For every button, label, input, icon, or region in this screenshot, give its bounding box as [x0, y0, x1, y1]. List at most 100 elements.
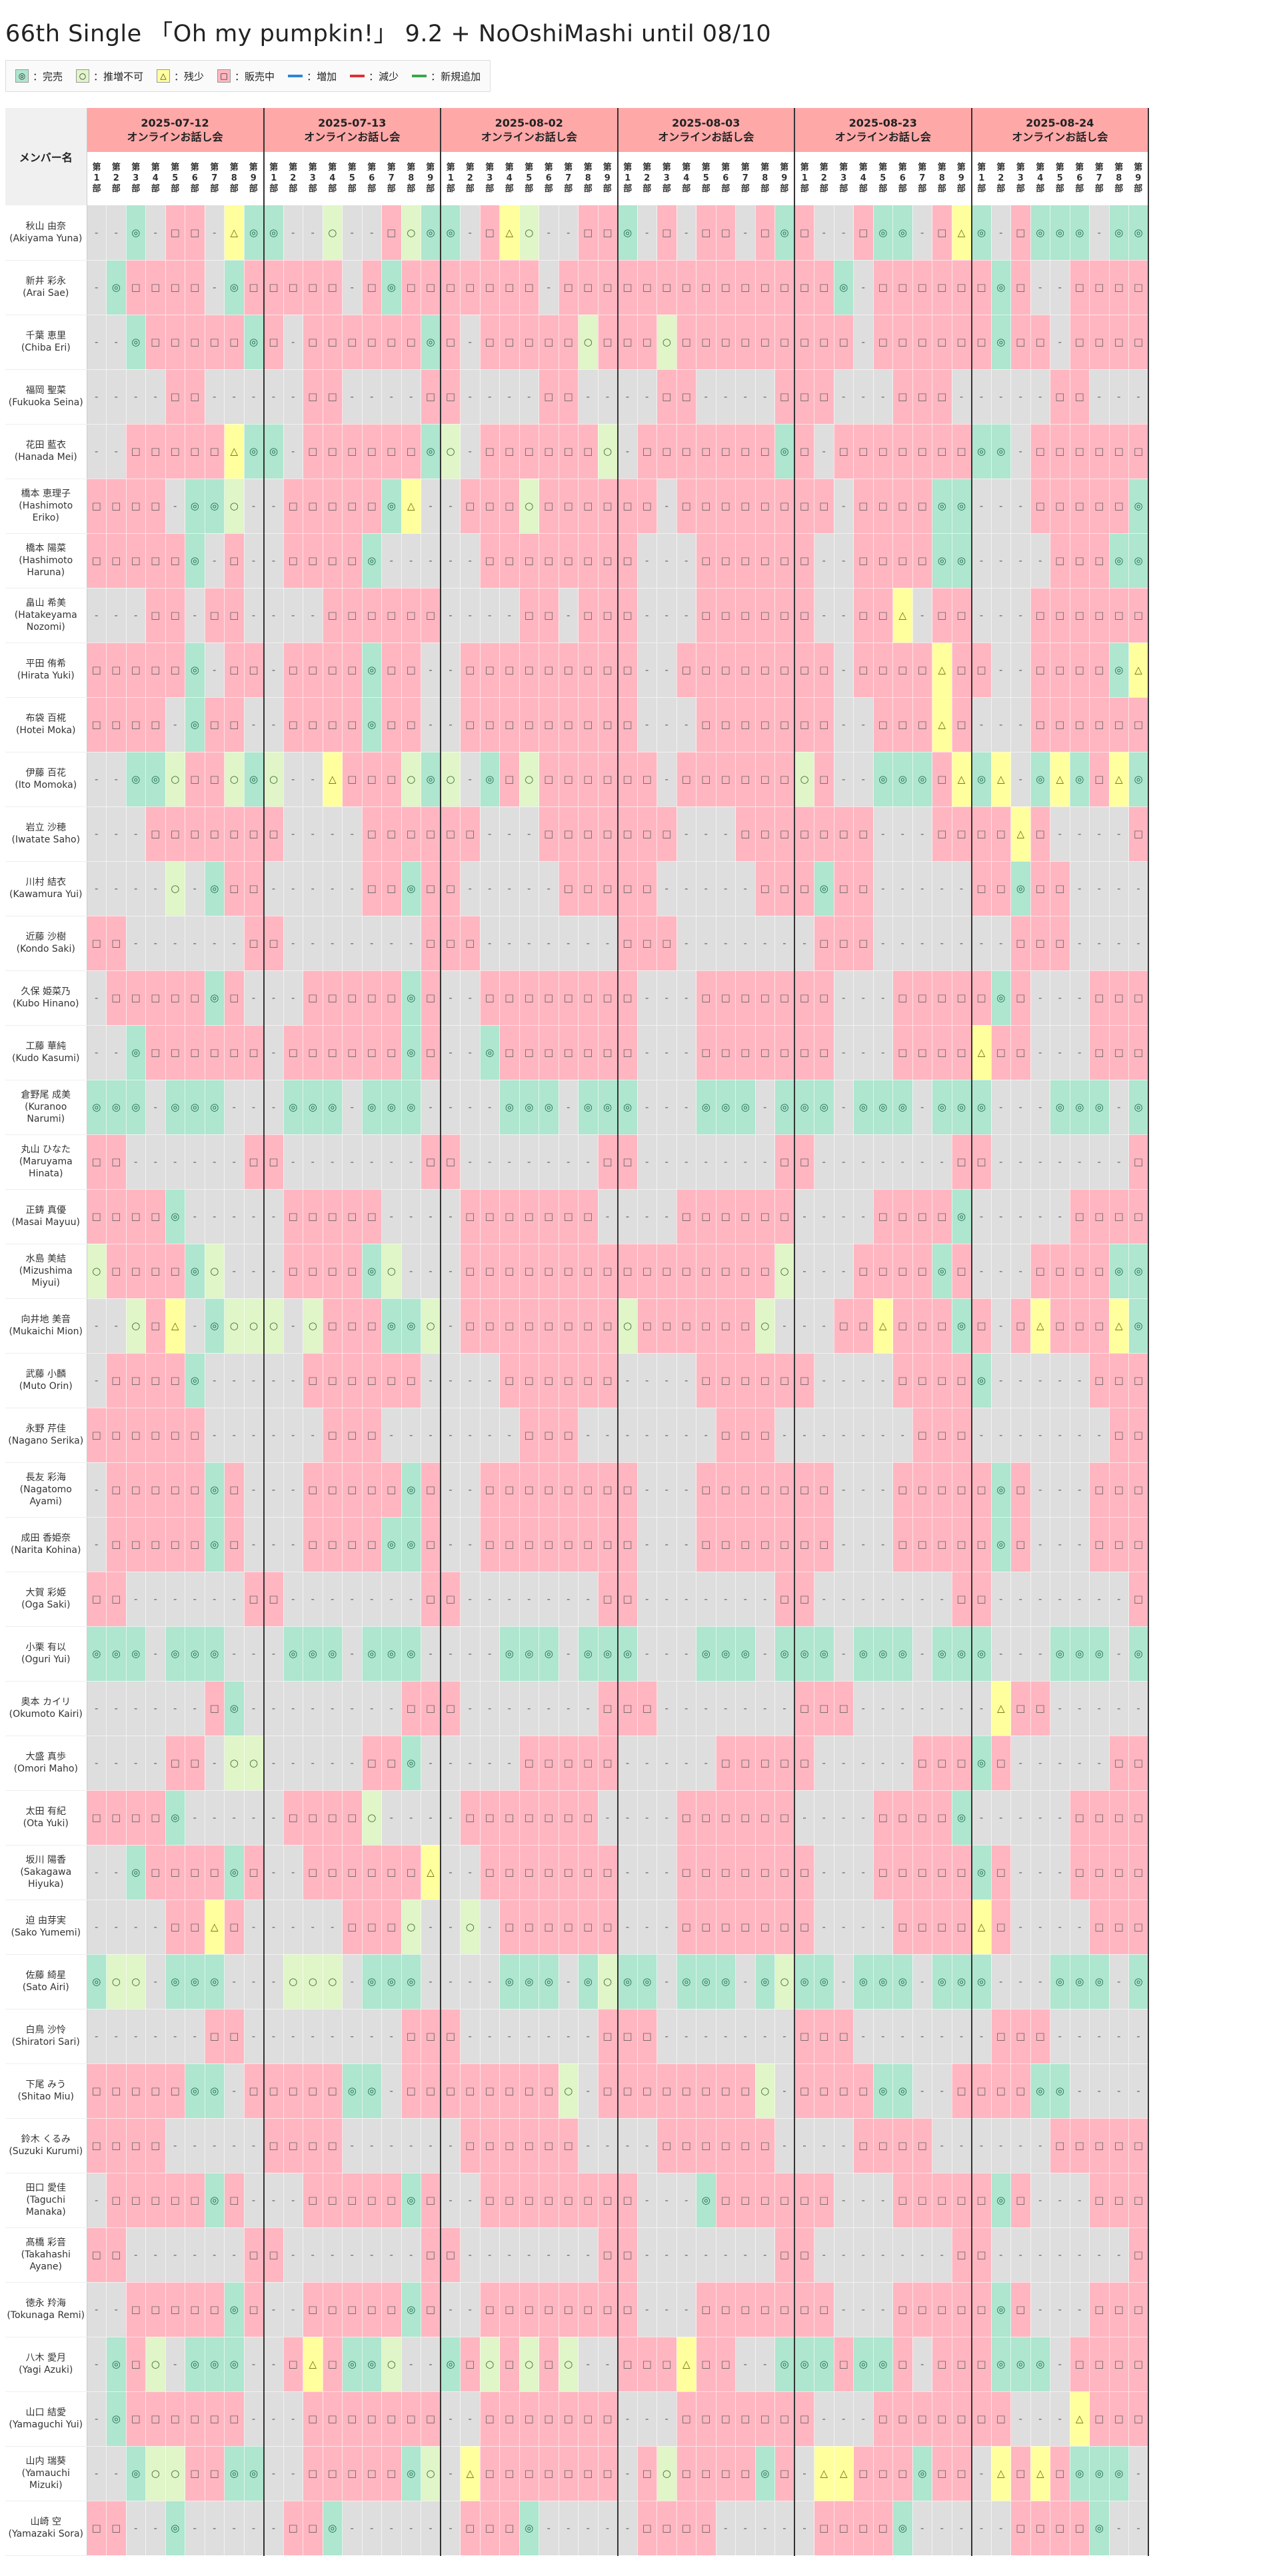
slot-cell: □ — [86, 1572, 107, 1627]
slot-cell: △ — [224, 205, 244, 261]
slot-cell: - — [204, 2501, 225, 2556]
slot-cell: - — [872, 1408, 893, 1463]
slot-cell: □ — [932, 752, 952, 807]
slot-cell: - — [381, 2227, 401, 2283]
slot-cell: □ — [421, 260, 441, 315]
slot-cell: - — [283, 1681, 303, 1736]
slot-cell: □ — [558, 1025, 579, 1080]
slot-cell: □ — [814, 752, 834, 807]
slot-cell: □ — [283, 2337, 303, 2392]
slot-cell: - — [86, 369, 107, 425]
slot-cell: □ — [421, 2009, 441, 2064]
slot-cell: □ — [185, 752, 205, 807]
slot-cell: ◎ — [971, 1080, 991, 1135]
slot-cell: - — [342, 2118, 362, 2173]
slot-cell: □ — [754, 1408, 775, 1463]
slot-cell: □ — [322, 1189, 343, 1244]
slot-cell: ◎ — [381, 1954, 401, 2009]
slot-cell: - — [243, 1626, 265, 1682]
slot-cell: ◎ — [715, 1626, 736, 1682]
slot-cell: - — [971, 1790, 991, 1846]
slot-cell: □ — [519, 2063, 539, 2119]
slot-cell: □ — [774, 1900, 795, 1955]
slot-cell: - — [951, 916, 972, 971]
slot-cell: □ — [539, 752, 559, 807]
slot-cell: □ — [637, 806, 657, 862]
slot-cell: - — [1010, 588, 1030, 643]
slot-cell: ◎ — [814, 2337, 834, 2392]
member-name: 永野 芹佳 (Nagano Serika) — [5, 1408, 87, 1463]
slot-cell: □ — [106, 2063, 126, 2119]
slot-cell: - — [676, 588, 696, 643]
slot-cell: □ — [578, 260, 598, 315]
slot-cell: □ — [774, 533, 795, 589]
slot-cell: - — [243, 2118, 265, 2173]
slot-cell: - — [361, 2227, 382, 2283]
slot-cell: - — [401, 369, 421, 425]
slot-cell: - — [381, 1572, 401, 1627]
member-name: 山内 瑞葵 (Yamauchi Mizuki) — [5, 2446, 87, 2501]
slot-cell: - — [676, 1025, 696, 1080]
slot-cell: □ — [499, 2337, 519, 2392]
slot-cell: - — [263, 588, 283, 643]
slot-cell: ◎ — [932, 479, 952, 534]
slot-cell: - — [1069, 1736, 1090, 1791]
slot-cell: ◎ — [401, 1080, 421, 1135]
slot-cell: - — [833, 2282, 854, 2337]
slot-cell: - — [735, 1134, 755, 1190]
slot-cell: □ — [892, 315, 912, 370]
slot-cell: □ — [519, 1353, 539, 1408]
slot-cell: - — [440, 970, 461, 1026]
slot-cell: - — [1069, 2227, 1090, 2283]
slot-cell: - — [303, 1681, 323, 1736]
slot-cell: - — [86, 1353, 107, 1408]
slot-cell: □ — [558, 479, 579, 534]
slot-cell: □ — [479, 1244, 500, 1299]
slot-cell: □ — [519, 1462, 539, 1518]
slot-cell: □ — [106, 2118, 126, 2173]
slot-cell: - — [283, 1736, 303, 1791]
member-name-jp: 近藤 沙樹 — [25, 932, 66, 942]
slot-cell: - — [774, 2063, 795, 2119]
slot-cell: - — [1030, 1626, 1050, 1682]
slot-cell: - — [322, 1900, 343, 1955]
slot-cell: □ — [519, 260, 539, 315]
slot-cell: - — [794, 1189, 814, 1244]
slot-cell: - — [696, 1134, 716, 1190]
slot-cell: ◎ — [1108, 643, 1129, 698]
slot-cell: - — [833, 1790, 854, 1846]
slot-cell: □ — [145, 2118, 165, 2173]
slot-cell: - — [440, 1900, 461, 1955]
slot-cell: □ — [125, 1189, 146, 1244]
slot-cell: □ — [912, 1517, 932, 1572]
slot-cell: □ — [597, 752, 619, 807]
slot-cell: - — [814, 1408, 834, 1463]
slot-cell: - — [243, 2009, 265, 2064]
slot-cell: - — [1050, 1517, 1070, 1572]
slot-cell: - — [637, 2282, 657, 2337]
slot-cell: □ — [912, 1298, 932, 1354]
slot-cell: □ — [381, 643, 401, 698]
slot-cell: □ — [1030, 479, 1050, 534]
slot-cell: □ — [814, 806, 834, 862]
slot-cell: □ — [283, 1790, 303, 1846]
slot-cell: □ — [735, 588, 755, 643]
slot-cell: □ — [479, 1790, 500, 1846]
slot-cell: - — [342, 1134, 362, 1190]
table-row: 山口 結愛 (Yamaguchi Yui) - ◎ □ □ □ □ □ □ - - - □ □ □ □ □ □ □ - -… — [5, 2391, 1149, 2447]
slot-cell: ◎ — [892, 2501, 912, 2556]
slot-cell: □ — [735, 533, 755, 589]
slot-cell: ◎ — [892, 2063, 912, 2119]
slot-cell: - — [243, 1517, 265, 1572]
member-name: 鈴木 くるみ (Suzuki Kurumi) — [5, 2118, 87, 2173]
slot-cell: □ — [696, 1353, 716, 1408]
slot-cell: □ — [676, 1845, 696, 1900]
slot-cell: □ — [794, 2173, 814, 2228]
slot-cell: □ — [361, 479, 382, 534]
slot-cell: □ — [676, 1900, 696, 1955]
member-name-en: (Shitao Miu) — [17, 2091, 75, 2102]
slot-cell: - — [539, 861, 559, 916]
